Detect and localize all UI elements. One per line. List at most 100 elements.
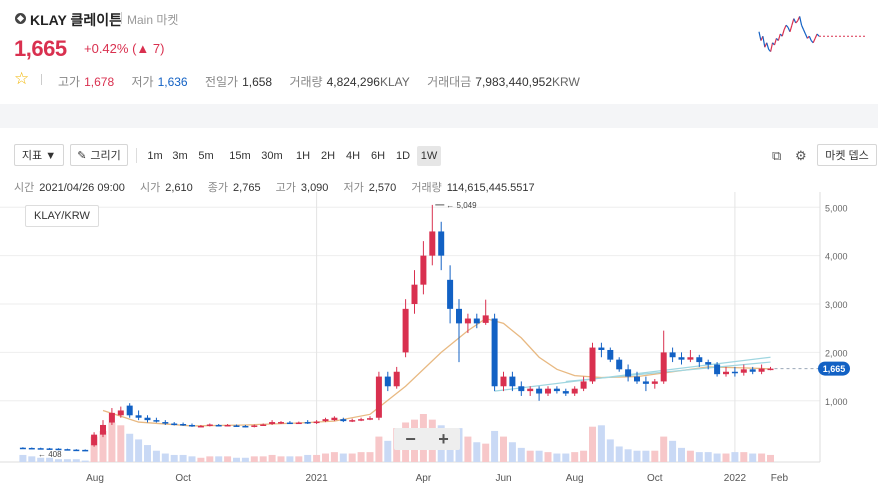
x-tick-label: 2022 — [724, 473, 747, 484]
x-tick-label: Aug — [86, 473, 104, 484]
candle-body — [500, 376, 507, 387]
candle-body — [144, 417, 151, 421]
volume-bar — [384, 440, 392, 462]
volume-bar — [224, 456, 232, 462]
candle-body — [304, 422, 311, 424]
interval-1W[interactable]: 1W — [417, 146, 441, 166]
volume-bar — [651, 450, 659, 462]
low-label: 저가 — [343, 182, 364, 194]
interval-6H[interactable]: 6H — [370, 150, 386, 162]
interval-1D[interactable]: 1D — [395, 150, 411, 162]
market-depth-button[interactable]: 마켓 뎁스 — [817, 144, 877, 166]
candle-body — [384, 376, 391, 387]
candle-body — [135, 415, 142, 418]
candle-body — [438, 231, 445, 256]
candle-body — [331, 417, 338, 421]
interval-1H[interactable]: 1H — [295, 150, 311, 162]
y-tick-label: 5,000 — [825, 203, 848, 213]
volume-bar — [624, 449, 632, 462]
candle-body — [580, 381, 587, 389]
candle-body — [660, 352, 667, 382]
candle-body — [313, 421, 320, 424]
market-label[interactable]: Main 마켓 — [127, 13, 179, 27]
volume-bar — [286, 456, 294, 462]
gear-icon[interactable]: ⚙ — [795, 148, 807, 163]
candle-body — [393, 371, 400, 387]
volume-bar — [375, 436, 383, 462]
volume-bar — [366, 452, 374, 462]
candle-body — [28, 447, 35, 450]
candle-body — [482, 315, 489, 323]
price-stats: 고가 1,678 저가 1,636 전일가 1,658 거래량 4,824,296KLA… — [58, 73, 594, 90]
volume-bar — [126, 433, 134, 462]
y-tick-label: 1,000 — [825, 397, 848, 407]
volume-value: 114,615,445.5517 — [446, 182, 535, 194]
candle-body — [322, 419, 329, 422]
amount-value: 7,983,440,952 — [475, 75, 553, 89]
candle-body — [108, 412, 115, 423]
price-change: +0.42% (▲ 7) — [84, 41, 164, 56]
candle-body — [215, 424, 222, 427]
candle-body — [19, 447, 26, 450]
volume-bar — [482, 443, 490, 462]
pair-label: KLAY/KRW — [25, 205, 99, 227]
interval-3m[interactable]: 3m — [172, 150, 188, 162]
candle-body — [251, 425, 258, 427]
volume-bar — [606, 439, 614, 462]
moving-average-line — [102, 317, 771, 427]
spark-segment — [804, 33, 808, 39]
low-value: 1,636 — [157, 75, 188, 89]
x-tick-label: Apr — [416, 473, 432, 484]
volume-bar — [99, 430, 107, 462]
zoom-out-button[interactable]: − — [405, 429, 416, 449]
candle-body — [731, 371, 738, 374]
candle-body — [473, 318, 480, 324]
volume-bar — [28, 456, 36, 462]
volume-bar — [615, 446, 623, 462]
volume-bar — [250, 456, 258, 462]
volume-unit: KLAY — [379, 75, 410, 89]
volume-bar — [526, 450, 534, 462]
volume-bar — [37, 457, 45, 462]
volume-bar — [597, 425, 605, 462]
interval-2H[interactable]: 2H — [320, 150, 336, 162]
volume-bar — [197, 457, 205, 462]
volume-bar — [678, 447, 685, 462]
candle-body — [402, 308, 409, 353]
candle-body — [447, 279, 454, 309]
volume-bar — [259, 456, 267, 462]
favorite-star-icon[interactable]: ☆ — [14, 69, 30, 88]
spark-segment — [773, 38, 777, 46]
interval-30m[interactable]: 30m — [261, 150, 283, 162]
spark-segment — [816, 33, 820, 37]
candle-body — [82, 449, 89, 452]
candle-body — [696, 357, 703, 363]
interval-1m[interactable]: 1m — [147, 150, 163, 162]
spark-segment — [801, 24, 805, 30]
candle-body — [375, 376, 382, 418]
draw-button[interactable]: ✎ 그리기 — [70, 144, 128, 166]
price-sparkline — [758, 16, 867, 52]
spark-segment — [802, 29, 807, 35]
low-marker-label: ← 408 — [38, 450, 62, 459]
external-link-icon[interactable]: ⧉ — [772, 148, 782, 163]
price-chart[interactable]: 1,000 2,000 3,000 4,000 5,000 ← 5,049 ← 408 1,6… — [0, 192, 878, 496]
candle-body — [180, 424, 187, 426]
zoom-in-button[interactable]: + — [438, 429, 449, 449]
time-label: 시간 — [14, 182, 35, 194]
volume-bar — [731, 452, 739, 462]
indicator-button[interactable]: 지표 ▼ — [14, 144, 64, 166]
volume-bar — [170, 454, 178, 462]
volume-bar — [758, 453, 766, 462]
volume-bar — [571, 452, 579, 462]
spark-segment — [814, 33, 818, 39]
interval-4H[interactable]: 4H — [345, 150, 361, 162]
candle-info-bar: 시간 2021/04/26 09:00 시가 2,610 종가 2,765 고가 3,0… — [14, 179, 547, 195]
interval-5m[interactable]: 5m — [198, 150, 214, 162]
spark-segment — [777, 33, 781, 41]
candle-body — [295, 422, 302, 425]
candle-body — [527, 388, 534, 392]
candle-body — [197, 425, 204, 428]
interval-15m[interactable]: 15m — [229, 150, 251, 162]
candle-body — [598, 347, 605, 350]
